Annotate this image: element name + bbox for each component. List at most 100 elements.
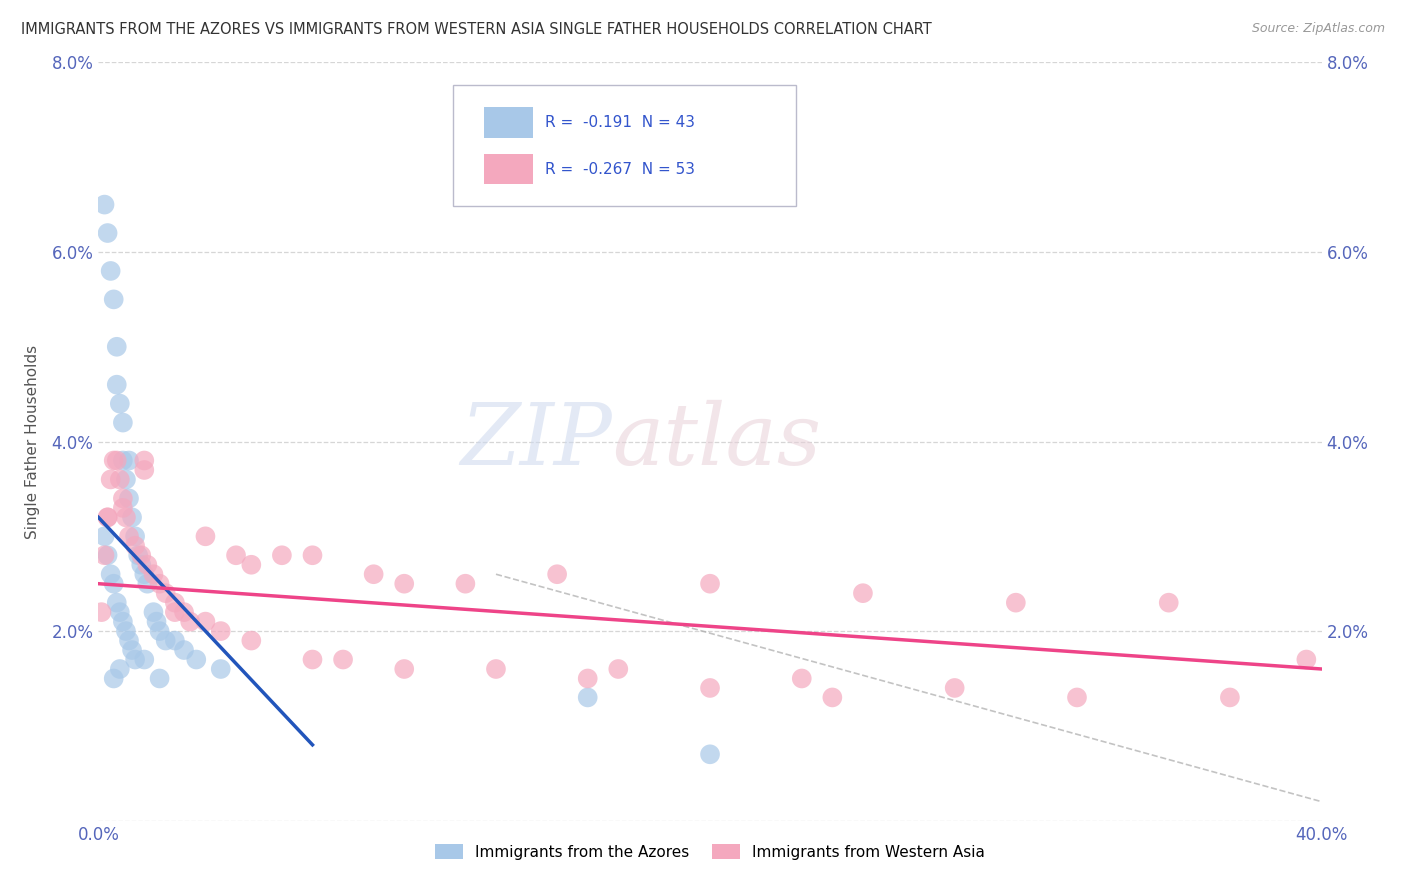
Text: R =  -0.191  N = 43: R = -0.191 N = 43: [546, 115, 695, 130]
Text: atlas: atlas: [612, 401, 821, 483]
Point: [93, 197, 115, 211]
Point: [111, 416, 134, 430]
Point: [145, 615, 167, 629]
Point: [194, 529, 217, 543]
Point: [790, 672, 813, 686]
Point: [301, 652, 323, 666]
Point: [155, 586, 177, 600]
Point: [108, 473, 131, 487]
Point: [134, 567, 156, 582]
Point: [194, 615, 217, 629]
Point: [163, 633, 186, 648]
Point: [576, 690, 599, 705]
Point: [100, 473, 122, 487]
Point: [1295, 652, 1317, 666]
Point: [124, 529, 146, 543]
Point: [108, 605, 131, 619]
Point: [97, 226, 120, 240]
Point: [118, 633, 141, 648]
Point: [1219, 690, 1241, 705]
Point: [105, 596, 128, 610]
Point: [699, 747, 721, 762]
Point: [134, 463, 156, 477]
Point: [173, 605, 195, 619]
Point: [136, 558, 159, 572]
Point: [103, 672, 125, 686]
Text: Source: ZipAtlas.com: Source: ZipAtlas.com: [1251, 22, 1385, 36]
Point: [111, 615, 134, 629]
Point: [332, 652, 354, 666]
Point: [108, 662, 131, 676]
Point: [111, 491, 134, 506]
Point: [163, 605, 186, 619]
Point: [105, 453, 128, 467]
Point: [485, 662, 508, 676]
Point: [124, 652, 146, 666]
Point: [186, 652, 208, 666]
Point: [127, 548, 149, 563]
Point: [124, 539, 146, 553]
Point: [105, 377, 128, 392]
Point: [93, 529, 115, 543]
Point: [149, 672, 172, 686]
Point: [155, 633, 177, 648]
Point: [225, 548, 247, 563]
Point: [240, 558, 263, 572]
Point: [129, 558, 152, 572]
Point: [121, 510, 143, 524]
Point: [103, 576, 125, 591]
Point: [270, 548, 292, 563]
Point: [105, 340, 128, 354]
Point: [142, 567, 165, 582]
Point: [134, 652, 156, 666]
Point: [97, 510, 120, 524]
Point: [100, 567, 122, 582]
Point: [173, 643, 195, 657]
Point: [1004, 596, 1026, 610]
Point: [129, 548, 152, 563]
Point: [363, 567, 385, 582]
Point: [576, 672, 599, 686]
Point: [149, 576, 172, 591]
Point: [821, 690, 844, 705]
Point: [1157, 596, 1180, 610]
Point: [699, 681, 721, 695]
Point: [209, 662, 232, 676]
Point: [1066, 690, 1088, 705]
Point: [454, 576, 477, 591]
Point: [392, 662, 416, 676]
Point: [163, 596, 186, 610]
Point: [546, 567, 568, 582]
FancyBboxPatch shape: [484, 107, 533, 137]
Point: [699, 576, 721, 591]
Point: [607, 662, 630, 676]
Point: [115, 624, 138, 639]
Point: [108, 396, 131, 410]
Point: [134, 453, 156, 467]
Point: [111, 500, 134, 515]
Point: [149, 624, 172, 639]
Point: [118, 491, 141, 506]
FancyBboxPatch shape: [484, 154, 533, 185]
Point: [115, 473, 138, 487]
Point: [97, 510, 120, 524]
Legend: Immigrants from the Azores, Immigrants from Western Asia: Immigrants from the Azores, Immigrants f…: [429, 838, 991, 866]
Point: [943, 681, 966, 695]
Point: [100, 264, 122, 278]
Point: [115, 510, 138, 524]
Point: [103, 453, 125, 467]
Point: [301, 548, 323, 563]
Point: [97, 548, 120, 563]
Point: [142, 605, 165, 619]
Point: [209, 624, 232, 639]
Point: [90, 605, 112, 619]
Point: [111, 453, 134, 467]
Point: [136, 576, 159, 591]
Point: [118, 529, 141, 543]
Text: ZIP: ZIP: [460, 401, 612, 483]
Point: [240, 633, 263, 648]
Point: [118, 453, 141, 467]
Text: R =  -0.267  N = 53: R = -0.267 N = 53: [546, 161, 695, 177]
Point: [121, 643, 143, 657]
Point: [103, 293, 125, 307]
